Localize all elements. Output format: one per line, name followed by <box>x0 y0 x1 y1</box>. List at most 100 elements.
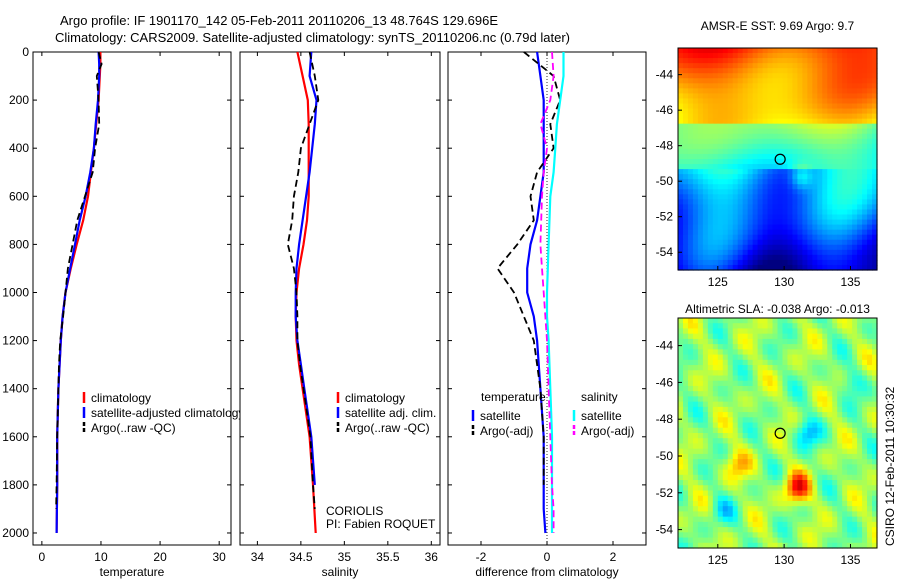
heatmap-cell <box>682 159 689 165</box>
heatmap-cell <box>747 495 754 502</box>
heatmap-cell <box>777 93 784 100</box>
y-tick-label: 1400 <box>2 382 29 396</box>
heatmap-cell <box>687 209 694 216</box>
heatmap-cell <box>837 318 843 324</box>
heatmap-cell <box>687 234 694 241</box>
heatmap-cell <box>777 259 784 266</box>
heatmap-cell <box>742 500 749 507</box>
heatmap-cell <box>752 63 759 69</box>
heatmap-cell <box>712 485 719 492</box>
heatmap-cell <box>872 103 878 110</box>
heatmap-cell <box>832 133 838 140</box>
heatmap-cell <box>747 159 754 165</box>
heatmap-cell <box>732 264 739 271</box>
heatmap-cell <box>837 370 843 377</box>
heatmap-cell <box>767 417 774 424</box>
heatmap-cell <box>678 159 684 165</box>
heatmap-cell <box>867 179 873 185</box>
heatmap-cell <box>797 254 803 261</box>
heatmap-cell <box>687 396 694 403</box>
heatmap-cell <box>872 396 878 403</box>
heatmap-cell <box>697 93 704 100</box>
heatmap-cell <box>772 214 779 221</box>
heatmap-cell <box>762 73 769 79</box>
heatmap-cell <box>802 443 808 450</box>
heatmap-cell <box>742 537 749 544</box>
heatmap-cell <box>742 359 749 366</box>
heatmap-cell <box>827 427 833 434</box>
heatmap-cell <box>732 204 739 211</box>
heatmap-cell <box>837 459 843 465</box>
heatmap-cell <box>842 422 848 429</box>
heatmap-cell <box>837 406 843 413</box>
heatmap-cell <box>727 259 734 266</box>
heatmap-cell <box>762 375 769 382</box>
heatmap-cell <box>857 234 863 241</box>
heatmap-cell <box>852 254 858 261</box>
heatmap-cell <box>787 318 794 324</box>
heatmap-cell <box>807 412 813 418</box>
heatmap-cell <box>697 480 704 486</box>
heatmap-cell <box>842 254 848 261</box>
heatmap-cell <box>872 359 878 366</box>
heatmap-cell <box>742 199 749 206</box>
heatmap-cell <box>867 490 873 497</box>
heatmap-cell <box>797 113 803 120</box>
heatmap-cell <box>707 380 714 387</box>
heatmap-cell <box>862 63 868 69</box>
heatmap-cell <box>712 344 719 350</box>
heatmap-cell <box>692 209 699 216</box>
heatmap-cell <box>787 229 794 236</box>
heatmap-cell <box>822 184 828 190</box>
heatmap-cell <box>737 83 744 89</box>
heatmap-cell <box>732 259 739 266</box>
heatmap-cell <box>872 229 878 236</box>
heatmap-cell <box>697 396 704 403</box>
heatmap-cell <box>867 354 873 361</box>
heatmap-cell <box>817 103 823 110</box>
heatmap-cell <box>757 239 764 246</box>
heatmap-cell <box>827 490 833 497</box>
heatmap-cell <box>712 128 719 135</box>
heatmap-cell <box>732 179 739 185</box>
heatmap-cell <box>682 219 689 226</box>
legend-label: satellite-adjusted climatology <box>91 406 244 420</box>
heatmap-cell <box>862 194 868 200</box>
heatmap-cell <box>692 516 699 523</box>
heatmap-cell <box>797 108 803 115</box>
heatmap-cell <box>867 485 873 492</box>
heatmap-cell <box>737 214 744 221</box>
heatmap-cell <box>737 164 744 170</box>
heatmap-cell <box>837 229 843 236</box>
heatmap-cell <box>732 521 739 528</box>
heatmap-cell <box>727 391 734 398</box>
heatmap-cell <box>678 318 684 324</box>
heatmap-cell <box>822 219 828 226</box>
heatmap-cell <box>702 199 709 206</box>
heatmap-cell <box>727 406 734 413</box>
heatmap-cell <box>822 354 828 361</box>
heatmap-cell <box>732 224 739 231</box>
heatmap-cell <box>862 537 868 544</box>
heatmap-cell <box>782 542 789 549</box>
heatmap-cell <box>752 427 759 434</box>
heatmap-cell <box>712 422 719 429</box>
heatmap-cell <box>697 511 704 518</box>
heatmap-cell <box>867 143 873 150</box>
heatmap-cell <box>792 133 798 140</box>
heatmap-cell <box>802 219 808 226</box>
heatmap-cell <box>678 153 684 160</box>
heatmap-cell <box>867 194 873 200</box>
heatmap-cell <box>827 194 833 200</box>
legend-label: satellite adj. clim. <box>345 406 436 420</box>
heatmap-cell <box>687 63 694 69</box>
heatmap-cell <box>712 58 719 64</box>
heatmap-cell <box>822 318 828 324</box>
heatmap-cell <box>722 164 729 170</box>
heatmap-cell <box>682 344 689 350</box>
heatmap-cell <box>752 506 759 513</box>
heatmap-cell <box>802 118 808 125</box>
heatmap-cell <box>747 108 754 115</box>
heatmap-cell <box>837 532 843 539</box>
heatmap-cell <box>787 159 794 165</box>
